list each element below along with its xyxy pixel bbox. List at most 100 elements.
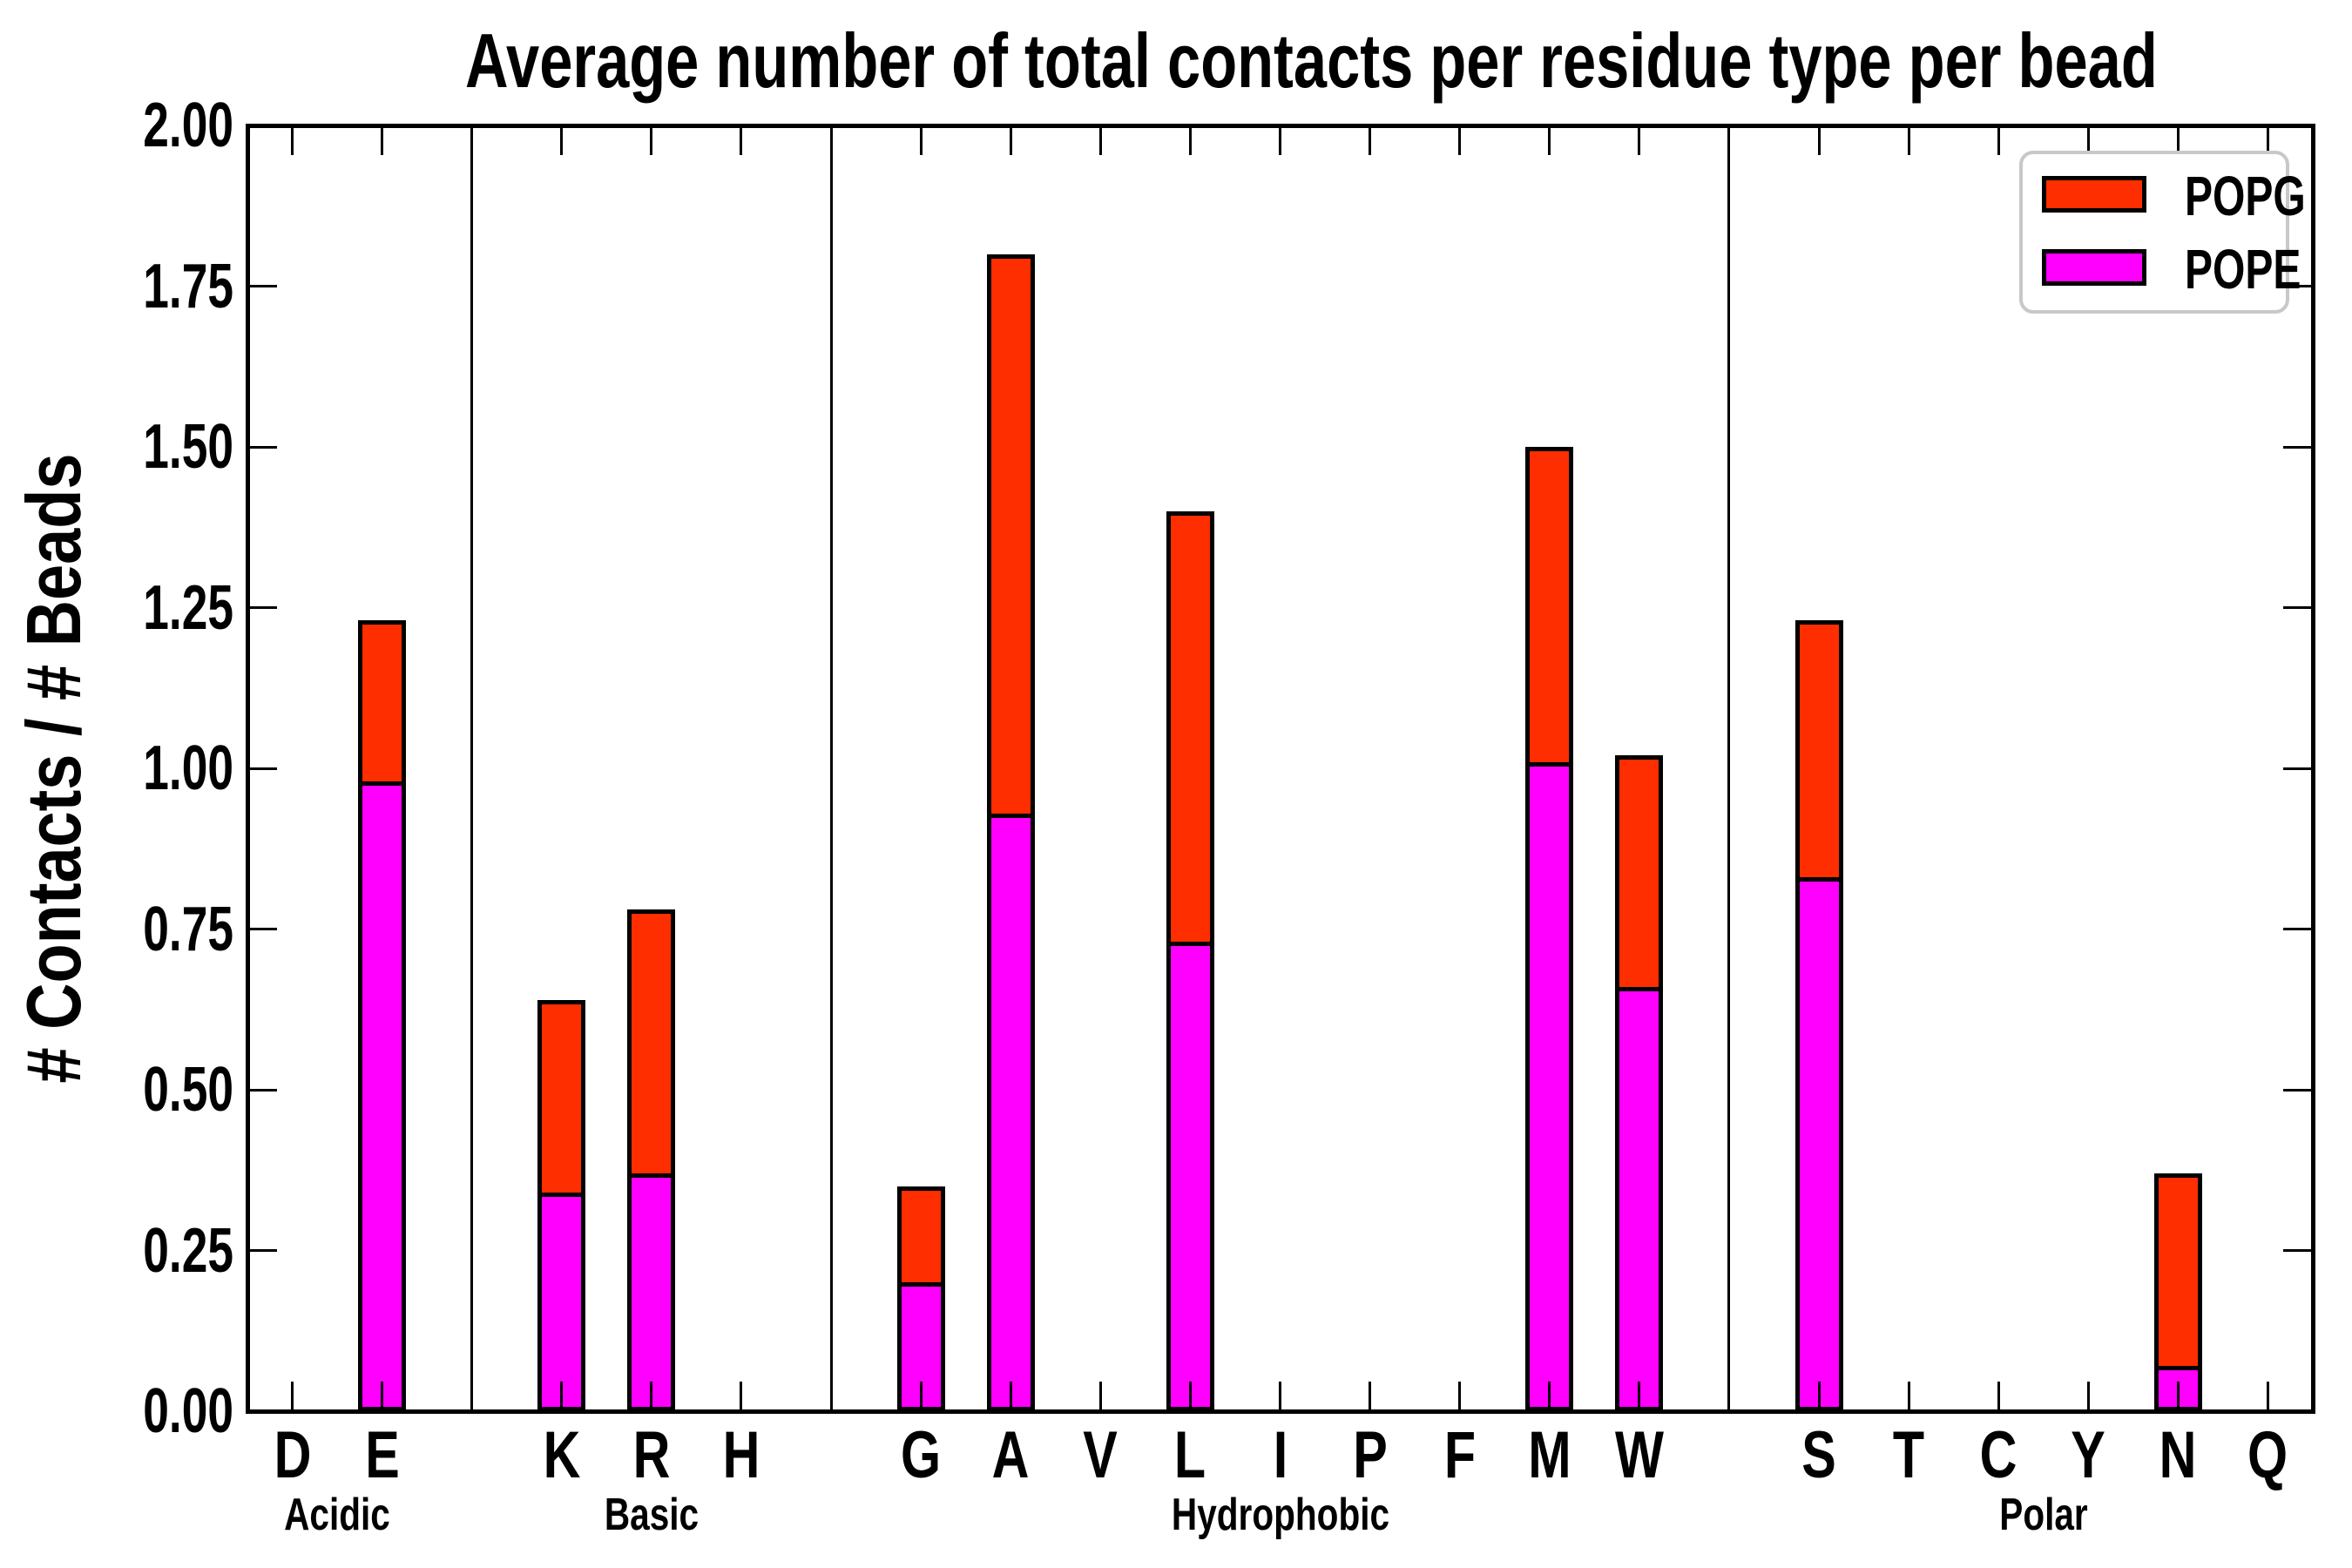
bar-segment-POPG-M: [1525, 447, 1574, 767]
category-label-H: H: [722, 1418, 760, 1492]
category-label-R: R: [632, 1418, 671, 1492]
bar-segment-POPG-G: [896, 1186, 945, 1288]
legend: POPG POPE: [2019, 151, 2306, 314]
group-separator: [470, 125, 474, 1411]
category-label-P: P: [1352, 1418, 1388, 1492]
x-tick-bottom-M: [1548, 1382, 1551, 1411]
x-tick-top-G: [919, 125, 923, 155]
x-tick-top-R: [650, 125, 653, 155]
group-separator: [1727, 125, 1731, 1411]
zero-bar-C: [1974, 1409, 2023, 1414]
zero-bar-D: [268, 1409, 317, 1414]
zero-bar-F: [1436, 1409, 1484, 1414]
bar-segment-POPG-A: [986, 253, 1035, 818]
y-tick-right-0.50: [2283, 1088, 2313, 1092]
x-tick-bottom-S: [1817, 1382, 1821, 1411]
ytick-label-1.75: 1.75: [143, 251, 233, 321]
x-tick-bottom-I: [1279, 1382, 1281, 1411]
ytick-label-0.00: 0.00: [143, 1376, 233, 1446]
legend-swatch-pope: [2042, 249, 2146, 286]
x-tick-bottom-F: [1458, 1382, 1462, 1411]
category-label-K: K: [543, 1418, 581, 1492]
bar-segment-POPG-E: [358, 620, 407, 786]
x-tick-top-S: [1817, 125, 1821, 155]
x-tick-top-M: [1548, 125, 1551, 155]
bar-segment-POPG-S: [1794, 620, 1843, 882]
x-tick-bottom-Y: [2086, 1382, 2090, 1411]
category-label-W: W: [1614, 1418, 1664, 1492]
x-tick-bottom-V: [1098, 1382, 1102, 1411]
bar-segment-POPE-S: [1794, 877, 1843, 1411]
group-label-Acidic: Acidic: [284, 1490, 390, 1540]
category-label-T: T: [1892, 1418, 1925, 1492]
ytick-label-1.25: 1.25: [143, 572, 233, 643]
y-tick-left-0.25: [247, 1249, 277, 1252]
legend-label-popg: POPG: [2185, 165, 2306, 227]
category-label-C: C: [1979, 1418, 2017, 1492]
x-tick-bottom-L: [1188, 1382, 1192, 1411]
x-tick-bottom-C: [1997, 1382, 2000, 1411]
category-label-S: S: [1801, 1418, 1836, 1492]
x-tick-top-Y: [2086, 125, 2090, 155]
y-tick-right-0.25: [2283, 1249, 2313, 1252]
ytick-label-1.50: 1.50: [143, 412, 233, 482]
y-tick-left-1.75: [247, 285, 277, 287]
x-tick-bottom-Q: [2266, 1382, 2269, 1411]
ytick-label-0.75: 0.75: [143, 894, 233, 964]
bar-segment-POPG-L: [1166, 510, 1214, 947]
x-tick-bottom-P: [1369, 1382, 1372, 1411]
y-tick-right-1.25: [2283, 606, 2313, 609]
x-tick-bottom-H: [740, 1382, 743, 1411]
legend-label-pope: POPE: [2185, 238, 2301, 301]
bar-segment-POPG-R: [627, 909, 676, 1178]
x-tick-top-I: [1279, 125, 1281, 155]
y-tick-left-0.50: [247, 1088, 277, 1092]
x-tick-top-N: [2176, 125, 2180, 155]
category-label-Y: Y: [2071, 1418, 2106, 1492]
category-label-F: F: [1443, 1418, 1476, 1492]
x-tick-bottom-D: [291, 1382, 294, 1411]
ytick-label-0.25: 0.25: [143, 1215, 233, 1286]
x-tick-bottom-N: [2176, 1382, 2180, 1411]
group-label-Basic: Basic: [604, 1490, 700, 1540]
y-tick-left-1.25: [247, 606, 277, 609]
x-tick-top-H: [740, 125, 743, 155]
x-tick-top-F: [1458, 125, 1462, 155]
category-label-N: N: [2159, 1418, 2197, 1492]
bar-segment-POPE-R: [627, 1173, 676, 1411]
y-tick-left-1.50: [247, 445, 277, 449]
y-tick-right-1.50: [2283, 445, 2313, 449]
x-tick-bottom-A: [1009, 1382, 1012, 1411]
y-tick-left-0.75: [247, 928, 277, 930]
bar-segment-POPE-M: [1525, 761, 1574, 1411]
x-tick-bottom-K: [560, 1382, 564, 1411]
zero-bar-P: [1346, 1409, 1395, 1414]
zero-bar-Q: [2243, 1409, 2292, 1414]
category-label-L: L: [1174, 1418, 1206, 1492]
zero-bar-H: [717, 1409, 766, 1414]
bar-segment-POPE-K: [537, 1193, 586, 1411]
y-tick-right-1.75: [2283, 285, 2313, 287]
bar-segment-POPE-W: [1615, 986, 1664, 1411]
category-label-A: A: [991, 1418, 1030, 1492]
group-label-Hydrophobic: Hydrophobic: [1171, 1490, 1389, 1540]
group-separator: [829, 125, 833, 1411]
x-tick-top-V: [1098, 125, 1102, 155]
bar-segment-POPE-A: [986, 813, 1035, 1411]
x-tick-top-E: [381, 125, 384, 155]
category-label-E: E: [364, 1418, 400, 1492]
ytick-label-1.00: 1.00: [143, 733, 233, 803]
x-tick-bottom-R: [650, 1382, 653, 1411]
bar-segment-POPG-K: [537, 999, 586, 1198]
bar-segment-POPE-L: [1166, 942, 1214, 1411]
category-label-D: D: [274, 1418, 311, 1492]
chart-title: Average number of total contacts per res…: [465, 17, 2158, 104]
ytick-label-0.50: 0.50: [143, 1055, 233, 1125]
x-tick-bottom-T: [1907, 1382, 1910, 1411]
bar-segment-POPE-E: [358, 781, 407, 1411]
zero-bar-V: [1076, 1409, 1125, 1414]
category-label-Q: Q: [2247, 1418, 2288, 1492]
x-tick-top-C: [1997, 125, 2000, 155]
x-tick-top-L: [1188, 125, 1192, 155]
